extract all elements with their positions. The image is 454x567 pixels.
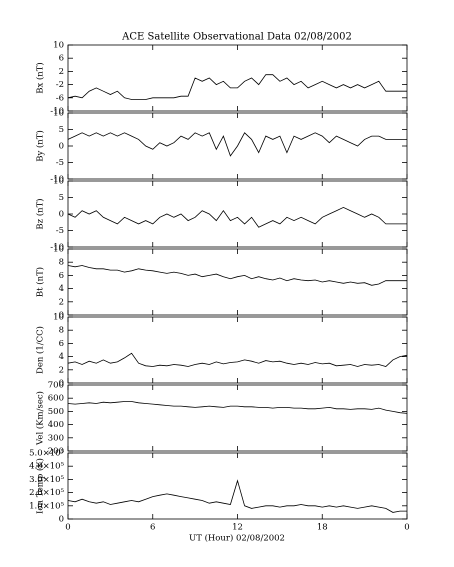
- y-tick-label: 0: [59, 311, 64, 321]
- y-tick-label: 6: [59, 271, 64, 281]
- y-axis-label: Vel (Km/sec): [35, 391, 46, 446]
- x-tick-label: 0: [65, 523, 70, 533]
- y-tick-label: -6: [56, 93, 64, 103]
- panel-frame: [67, 248, 408, 316]
- y-axis-label: By (nT): [35, 130, 46, 162]
- y-tick-label: 0: [59, 210, 64, 220]
- y-tick-label: -10: [50, 175, 64, 185]
- y-tick-label: 10: [53, 313, 64, 323]
- x-tick-label: 12: [232, 523, 243, 533]
- data-line: [67, 401, 408, 414]
- data-line: [67, 132, 407, 157]
- data-line: [67, 74, 407, 100]
- y-tick-label: -5: [56, 158, 64, 168]
- y-tick-label: 200: [48, 447, 64, 457]
- data-line: [67, 352, 408, 367]
- y-tick-label: 0: [59, 142, 64, 152]
- y-tick-label: 10: [53, 245, 64, 255]
- x-tick-label: 6: [150, 523, 155, 533]
- y-tick-label: 5.0×10⁵: [29, 449, 64, 459]
- y-tick-label: 5: [59, 125, 64, 135]
- y-tick-label: 2.0×10⁵: [29, 488, 64, 498]
- y-tick-label: -5: [56, 226, 64, 236]
- y-tick-label: 300: [48, 433, 64, 443]
- data-line: [67, 479, 407, 513]
- y-axis-label: Ion Temp (K): [35, 458, 46, 514]
- x-axis-label: UT (Hour) 02/08/2002: [189, 533, 285, 544]
- y-tick-label: 4.0×10⁵: [29, 462, 64, 472]
- y-tick-label: 0: [59, 515, 64, 525]
- panel-frame: [67, 180, 408, 248]
- y-tick-label: -2: [56, 80, 64, 90]
- panel-frame: [67, 452, 408, 520]
- y-tick-label: 400: [48, 420, 64, 430]
- y-tick-label: 1.0×10⁵: [29, 501, 64, 511]
- y-axis-label: Bt (nT): [35, 267, 46, 297]
- y-axis-label: Den (1/CC): [35, 326, 46, 374]
- y-tick-label: 4: [59, 352, 64, 362]
- y-tick-label: 5: [59, 193, 64, 203]
- y-tick-label: 10: [53, 41, 64, 51]
- y-tick-label: 2: [59, 297, 64, 307]
- y-axis-label: Bz (nT): [35, 198, 46, 229]
- y-tick-label: 10: [53, 109, 64, 119]
- y-axis-label: Bx (nT): [35, 62, 46, 94]
- panel-frame: [67, 384, 408, 452]
- y-tick-label: 0: [59, 379, 64, 389]
- data-line: [67, 265, 407, 286]
- data-line: [67, 206, 407, 228]
- y-tick-label: 2: [59, 67, 64, 77]
- y-tick-label: 6: [59, 339, 64, 349]
- y-tick-label: 3.0×10⁵: [29, 475, 64, 485]
- x-tick-label: 0: [404, 523, 409, 533]
- panel-frame: [67, 44, 408, 112]
- y-tick-label: 10: [53, 177, 64, 187]
- x-tick-label: 18: [317, 523, 328, 533]
- y-tick-label: -10: [50, 107, 64, 117]
- y-tick-label: 600: [48, 394, 64, 404]
- y-tick-label: 8: [59, 326, 64, 336]
- chart-title: ACE Satellite Observational Data 02/08/2…: [121, 32, 352, 43]
- y-tick-label: 700: [48, 381, 64, 391]
- y-tick-label: -10: [50, 243, 64, 253]
- y-tick-label: 4: [59, 284, 64, 294]
- y-tick-label: 2: [59, 365, 64, 375]
- y-tick-label: 8: [59, 258, 64, 268]
- panel-frame: [67, 316, 408, 384]
- y-tick-label: 6: [59, 54, 64, 64]
- y-tick-label: 500: [48, 407, 64, 417]
